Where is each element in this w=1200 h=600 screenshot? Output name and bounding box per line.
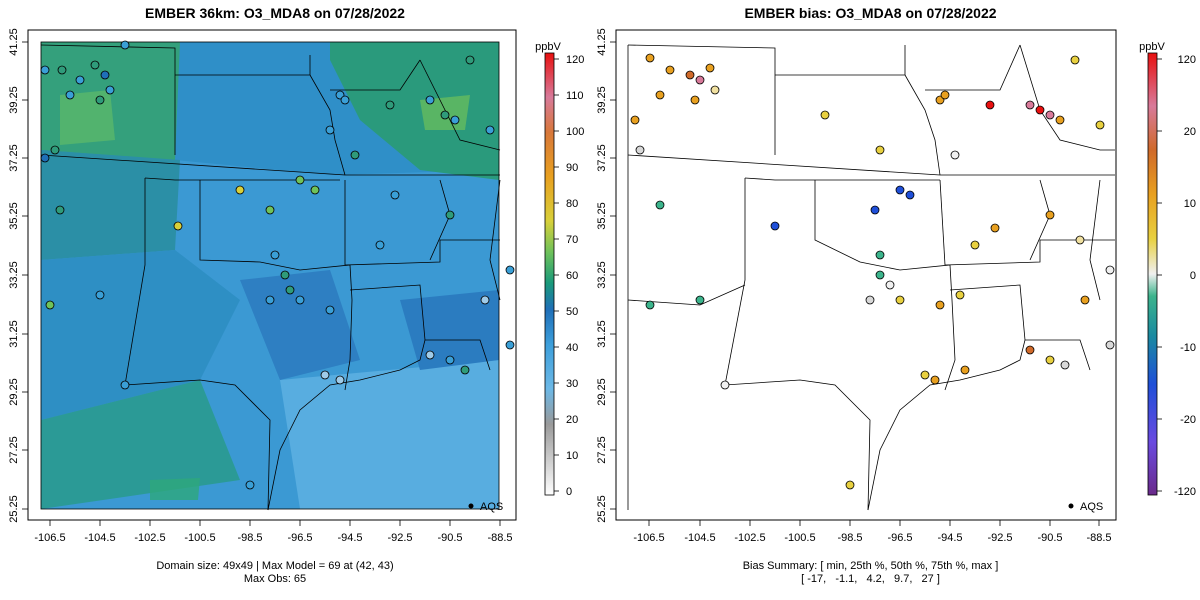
right-map-panel: -106.5 -104.5 -102.5 -100.5 -98.5 -96.5 …: [596, 28, 1196, 544]
y-tick: 35.25: [8, 202, 20, 230]
colorbar-tick: 90: [566, 162, 578, 174]
left-x-tick-labels: -106.5 -104.5 -102.5 -100.5 -98.5 -96.5 …: [34, 532, 512, 544]
colorbar-tick: 60: [566, 270, 578, 282]
y-tick: 29.25: [596, 378, 608, 406]
colorbar-tick: -10: [1180, 342, 1196, 354]
y-tick: 27.25: [596, 436, 608, 464]
colorbar-tick: 30: [566, 378, 578, 390]
x-tick: -100.5: [784, 532, 815, 544]
left-x-axis: [49, 520, 501, 526]
y-tick: 39.25: [596, 86, 608, 114]
x-tick: -96.5: [887, 532, 912, 544]
colorbar-tick: 110: [566, 90, 584, 102]
bias-sites: [630, 53, 1115, 490]
colorbar-tick: 70: [566, 234, 578, 246]
right-colorbar-unit: ppbV: [1139, 41, 1165, 53]
right-y-tick-labels: 41.25 39.25 37.25 35.25 33.25 31.25 29.2…: [596, 28, 608, 523]
colorbar-tick: 80: [566, 198, 578, 210]
left-map-title: EMBER 36km: O3_MDA8 on 07/28/2022: [145, 5, 405, 21]
colorbar-tick: 0: [566, 486, 572, 498]
x-tick: -102.5: [734, 532, 765, 544]
right-x-axis: [648, 520, 1100, 526]
left-footer-line2: Max Obs: 65: [243, 573, 307, 585]
left-y-tick-labels: 41.25 39.25 37.25 35.25 33.25 31.25 29.2…: [8, 28, 20, 523]
right-footer-line1: Bias Summary: [ min, 25th %, 50th %, 75t…: [742, 560, 999, 572]
colorbar-tick: 10: [1184, 198, 1196, 210]
y-tick: 37.25: [8, 144, 20, 172]
colorbar-tick: -120: [1174, 486, 1196, 498]
right-x-tick-labels: -106.5 -104.5 -102.5 -100.5 -98.5 -96.5 …: [633, 532, 1111, 544]
x-tick: -96.5: [287, 532, 312, 544]
colorbar-tick: 120: [1178, 54, 1196, 66]
x-tick: -94.5: [337, 532, 362, 544]
y-tick: 31.25: [596, 320, 608, 348]
x-tick: -104.5: [684, 532, 715, 544]
right-colorbar: ppbV 120 20 10 0 -10 -20 -120: [1139, 41, 1196, 498]
x-tick: -88.5: [1086, 532, 1111, 544]
colorbar-tick: 20: [566, 414, 578, 426]
aqs-marker: [1068, 503, 1074, 509]
x-tick: -88.5: [487, 532, 512, 544]
colorbar-tick: 100: [566, 126, 584, 138]
x-tick: -92.5: [987, 532, 1012, 544]
colorbar-tick: 0: [1190, 270, 1196, 282]
y-tick: 29.25: [8, 378, 20, 406]
colorbar-tick: 20: [1184, 126, 1196, 138]
y-tick: 27.25: [8, 436, 20, 464]
x-tick: -98.5: [237, 532, 262, 544]
left-colorbar: ppbV 0 10 20 30 40 50 60 70 80 90 100: [535, 41, 584, 498]
right-y-axis: [610, 41, 616, 510]
x-tick: -102.5: [134, 532, 165, 544]
state-boundaries-right: [627, 44, 1115, 511]
x-tick: -98.5: [837, 532, 862, 544]
y-tick: 41.25: [596, 28, 608, 56]
state-boundaries-left: [40, 44, 501, 511]
obs-sites-left: [40, 40, 515, 490]
colorbar-tick: -20: [1180, 414, 1196, 426]
y-tick: 33.25: [8, 261, 20, 289]
x-tick: -100.5: [184, 532, 215, 544]
y-tick: 25.25: [8, 495, 20, 523]
x-tick: -104.5: [84, 532, 115, 544]
left-footer-line1: Domain size: 49x49 | Max Model = 69 at (…: [156, 560, 394, 572]
aqs-label: AQS: [1080, 501, 1103, 513]
y-tick: 33.25: [596, 261, 608, 289]
left-colorbar-unit: ppbV: [535, 41, 561, 53]
x-tick: -90.5: [1037, 532, 1062, 544]
x-tick: -106.5: [633, 532, 664, 544]
right-footer-line2: [ -17, -1.1, 4.2, 9.7, 27 ]: [801, 573, 940, 585]
y-tick: 35.25: [596, 202, 608, 230]
x-tick: -106.5: [34, 532, 65, 544]
x-tick: -92.5: [387, 532, 412, 544]
aqs-marker: [468, 503, 474, 509]
y-tick: 41.25: [8, 28, 20, 56]
y-tick: 37.25: [596, 144, 608, 172]
colorbar-tick: 10: [566, 450, 578, 462]
colorbar-tick: 40: [566, 342, 578, 354]
left-y-axis: [22, 41, 28, 510]
colorbar-tick: 120: [566, 54, 584, 66]
aqs-label: AQS: [480, 501, 503, 513]
y-tick: 25.25: [596, 495, 608, 523]
colorbar-tick: 50: [566, 306, 578, 318]
x-tick: -90.5: [437, 532, 462, 544]
left-map-panel: -106.5 -104.5 -102.5 -100.5 -98.5 -96.5 …: [8, 28, 584, 544]
right-map-title: EMBER bias: O3_MDA8 on 07/28/2022: [744, 5, 997, 21]
x-tick: -94.5: [937, 532, 962, 544]
y-tick: 31.25: [8, 320, 20, 348]
y-tick: 39.25: [8, 86, 20, 114]
model-field: [41, 42, 499, 509]
